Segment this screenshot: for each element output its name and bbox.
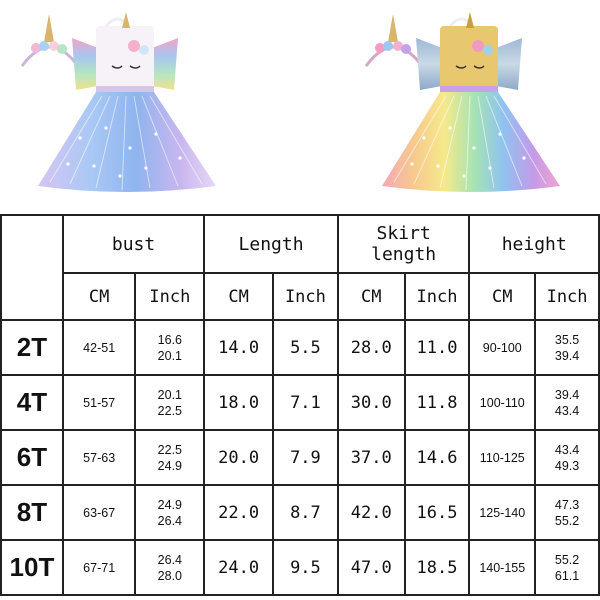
table-row: 8T 63-67 24.9 26.4 22.0 8.7 42.0 16.5 125… [0, 484, 600, 541]
length-inch-unit: Inch [272, 272, 339, 321]
height-inch: 43.4 49.3 [534, 429, 600, 486]
table-row: 4T 51-57 20.1 22.5 18.0 7.1 30.0 11.8 100… [0, 374, 600, 431]
skirt-inch: 14.6 [403, 429, 471, 486]
product-photos [0, 0, 600, 214]
bust-inch: 24.9 26.4 [134, 484, 206, 541]
size-label: 8T [0, 484, 64, 541]
length-header: Length [203, 214, 339, 274]
skirt-inch: 18.5 [403, 539, 471, 596]
height-cm: 100-110 [468, 374, 537, 431]
header-row: bust Length Skirt length height [0, 214, 600, 321]
length-cm: 20.0 [203, 429, 275, 486]
length-inch: 7.1 [272, 374, 339, 431]
skirt-cm: 47.0 [336, 539, 406, 596]
height-inch: 39.4 43.4 [534, 374, 600, 431]
length-inch: 8.7 [272, 484, 339, 541]
height-inch: 35.5 39.4 [534, 319, 600, 376]
bust-cm: 57-63 [61, 429, 137, 486]
bust-cm: 51-57 [61, 374, 137, 431]
size-label: 10T [0, 539, 64, 596]
height-cm: 125-140 [468, 484, 537, 541]
height-cm-unit: CM [468, 272, 537, 321]
skirt-inch: 11.0 [403, 319, 471, 376]
bust-cm: 42-51 [61, 319, 137, 376]
corner-cell [0, 214, 64, 321]
size-label: 4T [0, 374, 64, 431]
bust-inch: 20.1 22.5 [134, 374, 206, 431]
bust-cm: 63-67 [61, 484, 137, 541]
skirt-cm-unit: CM [336, 272, 406, 321]
size-chart-table: bust Length Skirt length height CM Inch … [0, 214, 600, 596]
skirt-cm: 30.0 [336, 374, 406, 431]
bust-inch: 22.5 24.9 [134, 429, 206, 486]
skirt-cm: 42.0 [336, 484, 406, 541]
size-label: 6T [0, 429, 64, 486]
skirt-inch: 11.8 [403, 374, 471, 431]
size-label: 2T [0, 319, 64, 376]
skirt-length-header: Skirt length [336, 214, 471, 274]
length-cm: 14.0 [203, 319, 275, 376]
bust-header: bust [61, 214, 206, 274]
skirt-cm: 37.0 [336, 429, 406, 486]
bust-inch: 16.6 20.1 [134, 319, 206, 376]
height-inch: 47.3 55.2 [534, 484, 600, 541]
height-inch: 55.2 61.1 [534, 539, 600, 596]
height-header: height [468, 214, 600, 274]
skirt-inch-unit: Inch [403, 272, 471, 321]
bust-cm: 67-71 [61, 539, 137, 596]
table-row: 2T 42-51 16.6 20.1 14.0 5.5 28.0 11.0 90-… [0, 319, 600, 376]
unit-row: CM Inch CM Inch CM Inch CM Inch [1, 272, 600, 321]
height-cm: 90-100 [468, 319, 537, 376]
length-cm: 22.0 [203, 484, 275, 541]
bust-inch: 26.4 28.0 [134, 539, 206, 596]
height-cm: 110-125 [468, 429, 537, 486]
unicorn-dress-rainbow-image [364, 12, 560, 192]
length-inch: 7.9 [272, 429, 339, 486]
length-cm: 18.0 [203, 374, 275, 431]
skirt-cm: 28.0 [336, 319, 406, 376]
bust-inch-unit: Inch [134, 272, 206, 321]
length-inch: 9.5 [272, 539, 339, 596]
length-cm: 24.0 [203, 539, 275, 596]
length-inch: 5.5 [272, 319, 339, 376]
length-cm-unit: CM [203, 272, 275, 321]
unicorn-dress-pastel-image [20, 12, 216, 192]
skirt-inch: 16.5 [403, 484, 471, 541]
table-row: 6T 57-63 22.5 24.9 20.0 7.9 37.0 14.6 110… [0, 429, 600, 486]
table-row: 10T 67-71 26.4 28.0 24.0 9.5 47.0 18.5 14… [0, 539, 600, 596]
height-inch-unit: Inch [534, 272, 600, 321]
bust-cm-unit: CM [61, 272, 137, 321]
height-cm: 140-155 [468, 539, 537, 596]
